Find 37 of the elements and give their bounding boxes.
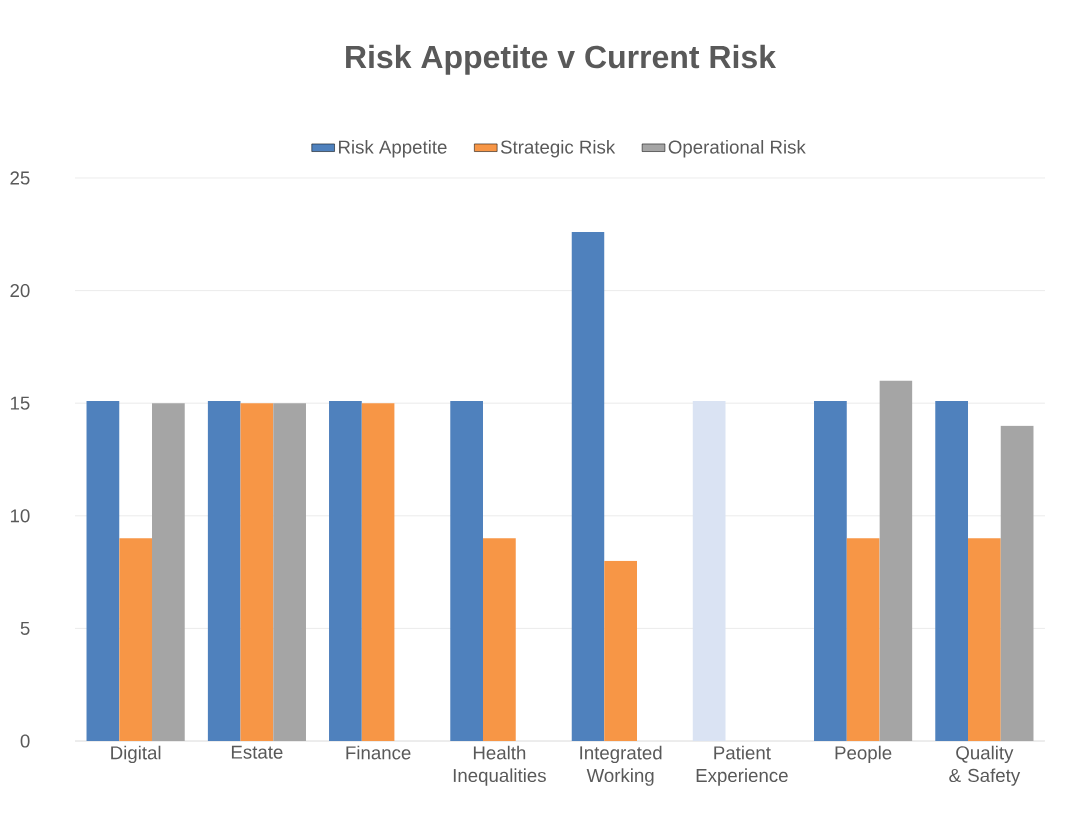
y-tick-label: 5 (20, 621, 30, 635)
bar (361, 403, 395, 741)
y-tick-label: 20 (10, 283, 30, 298)
x-tick-label: Quality & Safety (949, 745, 1021, 786)
bar (483, 538, 516, 741)
x-tick-label: Finance (346, 745, 411, 760)
bar (692, 400, 726, 741)
y-tick-label: 15 (10, 396, 30, 410)
legend-label: Strategic Risk (500, 139, 616, 158)
bar (119, 538, 152, 741)
bar (814, 400, 847, 741)
legend-label: Risk Appetite (338, 139, 447, 158)
x-tick-label: Health Inequalities (453, 745, 546, 786)
bar (86, 400, 120, 741)
bar (604, 560, 637, 741)
x-tick-label: People (835, 745, 892, 764)
bar (935, 400, 969, 741)
bar (968, 538, 1001, 741)
bar (273, 403, 306, 741)
bar (450, 400, 484, 741)
bar (207, 400, 241, 741)
bar (879, 380, 913, 741)
bar (152, 403, 185, 741)
bar (571, 232, 605, 741)
bar (1000, 425, 1034, 741)
bar (240, 403, 274, 741)
bar (846, 538, 880, 741)
x-tick-label: Digital (111, 745, 161, 764)
y-tick-label: 10 (10, 509, 30, 523)
y-tick-label: 25 (10, 171, 30, 185)
x-tick-label: Patient Experience (696, 745, 788, 786)
bar (329, 400, 362, 741)
chart-title: Risk Appetite v Current Risk (346, 44, 777, 75)
x-tick-label: Estate (231, 745, 283, 759)
x-tick-label: Integrated Working (580, 745, 662, 786)
legend-label: Operational Risk (668, 139, 806, 158)
y-tick-label: 0 (20, 734, 30, 748)
